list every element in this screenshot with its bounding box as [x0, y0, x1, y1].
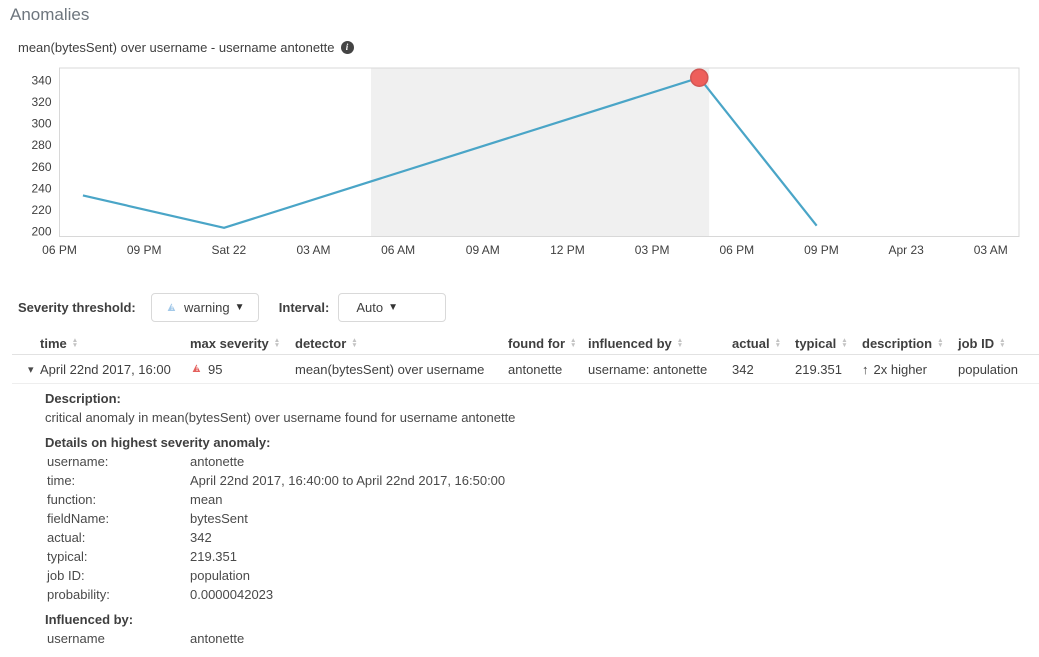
chart-plot-border — [59, 67, 1020, 237]
sort-icon[interactable]: ▲ ▼ — [937, 337, 944, 349]
header-influenced-by[interactable]: influenced by ▲ ▼ — [588, 335, 684, 351]
interval-dropdown[interactable]: Auto ▼ — [338, 293, 447, 322]
detail-row: time: April 22nd 2017, 16:40:00 to April … — [47, 473, 506, 488]
severity-threshold-dropdown[interactable]: ▲! warning ▼ — [150, 293, 259, 322]
chevron-down-icon: ▼ — [234, 301, 245, 313]
row-expand-cell: ▾ — [12, 363, 40, 376]
header-description[interactable]: description ▲ ▼ — [862, 335, 944, 351]
warning-triangle-icon: ▲! — [165, 298, 178, 314]
sort-icon[interactable]: ▲ ▼ — [774, 337, 782, 349]
anomalies-table: time ▲ ▼ max severity ▲ ▼ detector ▲ ▼ found f… — [12, 332, 1039, 384]
header-actual[interactable]: actual ▲ ▼ — [732, 335, 782, 351]
anomaly-details: Description: critical anomaly in mean(by… — [45, 390, 985, 648]
row-actual: 342 — [732, 361, 754, 377]
detail-row: fieldName: bytesSent — [47, 511, 248, 526]
y-axis-tick-label: 280 — [31, 138, 51, 152]
chart-controls: Severity threshold: ▲! warning ▼ Interva… — [18, 293, 447, 322]
y-axis-tick-label: 240 — [31, 181, 51, 195]
x-axis-tick-label: Apr 23 — [888, 243, 924, 257]
collapse-row-caret[interactable]: ▾ — [28, 363, 34, 376]
row-influenced-by: username: antonette — [588, 361, 708, 377]
detail-row: typical: 219.351 — [47, 549, 237, 564]
row-description: ↑ 2x higher — [862, 361, 927, 377]
influenced-by-label: Influenced by: — [45, 612, 134, 627]
x-axis-tick-label: 06 PM — [719, 243, 754, 257]
x-axis-tick-label: 09 AM — [466, 243, 500, 257]
header-job-id[interactable]: job ID ▲ ▼ — [958, 335, 1006, 351]
header-detector[interactable]: detector ▲ ▼ — [295, 335, 358, 351]
description-label: Description: — [45, 391, 121, 406]
header-max-severity[interactable]: max severity ▲ ▼ — [190, 335, 281, 351]
sort-icon[interactable]: ▲ ▼ — [676, 337, 684, 349]
y-axis-tick-label: 260 — [31, 160, 51, 174]
header-found-for[interactable]: found for ▲ ▼ — [508, 335, 577, 351]
chart-title-text: mean(bytesSent) over username - username… — [18, 40, 335, 55]
details-label: Details on highest severity anomaly: — [45, 435, 271, 450]
anomaly-marker[interactable] — [690, 68, 709, 87]
detail-row: function: mean — [47, 492, 223, 507]
metric-line — [82, 76, 818, 229]
sort-icon[interactable]: ▲ ▼ — [841, 337, 848, 349]
critical-severity-icon: ▲! — [190, 360, 203, 375]
x-axis-tick-label: 03 AM — [974, 243, 1008, 257]
detail-row: job ID: population — [47, 568, 250, 583]
sort-icon[interactable]: ▲ ▼ — [71, 337, 79, 349]
sort-icon[interactable]: ▲ ▼ — [570, 337, 577, 349]
severity-threshold-label: Severity threshold: — [18, 300, 136, 315]
anomaly-table-row[interactable]: ▾ April 22nd 2017, 16:00 ▲! 95 mean(byte… — [12, 355, 1039, 384]
row-job-id: population — [958, 361, 1018, 377]
y-axis-tick-label: 340 — [31, 73, 51, 87]
sort-icon[interactable]: ▲ ▼ — [351, 337, 358, 349]
sort-icon[interactable]: ▲ ▼ — [273, 337, 281, 349]
x-axis-tick-label: 03 PM — [635, 243, 670, 257]
detail-row: username: antonette — [47, 454, 245, 469]
anomaly-chart: 200 220 240 260 280 300 320 340 06 PM 09 PM Sat 22… — [31, 67, 1020, 257]
y-axis-tick-label: 300 — [31, 117, 51, 131]
y-axis-tick-label: 220 — [31, 203, 51, 217]
header-typical[interactable]: typical ▲ ▼ — [795, 335, 848, 351]
table-header-row: time ▲ ▼ max severity ▲ ▼ detector ▲ ▼ found f… — [12, 332, 1039, 355]
description-text: critical anomaly in mean(bytesSent) over… — [45, 410, 516, 425]
row-max-severity: ▲! 95 — [190, 360, 223, 377]
y-axis-tick-label: 320 — [31, 95, 51, 109]
header-time[interactable]: time ▲ ▼ — [40, 335, 79, 351]
row-time: April 22nd 2017, 16:00 — [40, 361, 171, 377]
chevron-down-icon: ▼ — [388, 301, 398, 313]
arrow-up-icon: ↑ — [862, 361, 869, 377]
info-icon[interactable]: i — [340, 41, 354, 54]
x-axis-tick-label: 12 PM — [550, 243, 585, 257]
x-axis-tick-label: 03 AM — [296, 243, 330, 257]
row-detector: mean(bytesSent) over username — [295, 361, 485, 377]
interval-value: Auto — [356, 300, 384, 315]
y-axis-tick-label: 200 — [31, 225, 51, 239]
severity-threshold-value: warning — [184, 300, 230, 315]
x-axis-tick-label: 06 AM — [381, 243, 415, 257]
row-found-for: antonette — [508, 361, 563, 377]
page-title: Anomalies — [10, 5, 90, 24]
chart-title: mean(bytesSent) over username - username… — [18, 40, 354, 55]
detail-row: probability: 0.0000042023 — [47, 587, 274, 602]
selected-time-band — [371, 68, 710, 237]
x-axis-tick-label: Sat 22 — [211, 243, 246, 257]
sort-icon[interactable]: ▲ ▼ — [999, 337, 1006, 349]
x-axis-tick-label: 09 PM — [127, 243, 162, 257]
x-axis-tick-label: 09 PM — [804, 243, 839, 257]
interval-label: Interval: — [278, 300, 330, 315]
row-typical: 219.351 — [795, 361, 842, 377]
x-axis-tick-label: 06 PM — [42, 243, 77, 257]
influencer-row: username antonette — [47, 631, 245, 646]
detail-row: actual: 342 — [47, 530, 212, 545]
